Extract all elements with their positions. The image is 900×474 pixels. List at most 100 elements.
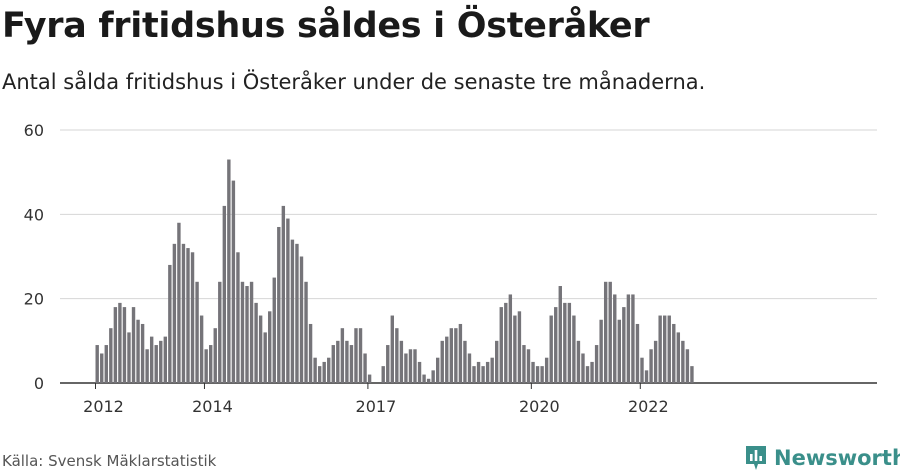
bar [422,374,426,383]
value-annotation: 4 [698,110,709,115]
bar [549,315,553,383]
bar [681,340,685,383]
bar [540,366,544,383]
bar [608,281,612,383]
bar [345,340,349,383]
bars [95,159,694,383]
bar [236,252,240,383]
bar [504,302,508,383]
chart-subtitle: Antal sålda fritidshus i Österåker under… [2,70,706,94]
bar [658,315,662,383]
newsworthy-logo-icon [746,446,766,470]
bar [199,315,204,383]
bar [122,307,127,383]
bar [195,281,199,383]
bar [277,226,281,383]
bar [572,315,576,383]
bar [449,328,454,383]
bar [100,353,104,383]
bar [245,286,249,383]
bar [495,340,499,383]
bar [463,340,467,383]
bar [454,328,458,383]
bar [222,205,227,383]
bar [218,281,222,383]
bar [118,302,122,383]
bar [485,361,490,383]
bar [481,366,485,383]
bar [576,340,581,383]
x-tick-label: 2012 [83,397,124,416]
bar [145,349,149,383]
bar [685,349,690,383]
bar [417,361,422,383]
bar [95,345,99,383]
bar [186,248,190,383]
bar [476,361,481,383]
bar [154,345,158,383]
bar [327,357,331,383]
bar [590,361,594,383]
bar [113,307,118,383]
bar [190,252,195,383]
bar [209,345,213,383]
bar [127,332,131,383]
chart-title: Fyra fritidshus såldes i Österåker [2,6,650,46]
bar [363,353,367,383]
bar-chart: 0 20 40 60 2012 2014 2017 2020 2022 4 [24,110,877,416]
y-tick-label: 40 [24,205,44,224]
bar [213,328,217,383]
bar [254,302,258,383]
bar [313,357,317,383]
bar [613,294,617,383]
bar [227,159,231,383]
bar [517,311,522,383]
bar [163,336,167,383]
bar [531,361,535,383]
bar [535,366,540,383]
bar [440,340,444,383]
bar [286,218,290,383]
bar [599,319,603,383]
bar [508,294,513,383]
bar [617,319,621,383]
bar [490,357,494,383]
bar [567,302,572,383]
bar [177,222,181,383]
bar [140,323,145,383]
bar [131,307,136,383]
bar [672,323,676,383]
y-tick-label: 60 [24,121,44,140]
bar [168,264,172,383]
bar [358,328,363,383]
bar [653,340,658,383]
bar [408,349,413,383]
bar [322,361,326,383]
bar [258,315,263,383]
bar [404,353,408,383]
bar [349,345,354,383]
bar [513,315,517,383]
bar [413,349,417,383]
bar [317,366,322,383]
bar [581,353,585,383]
y-tick-label: 0 [34,374,44,393]
bar [304,281,308,383]
bar [263,332,267,383]
bar [558,286,562,383]
bar [240,281,245,383]
bar [458,323,463,383]
bar [667,315,671,383]
bar [104,345,108,383]
bar [445,336,449,383]
bar [554,307,558,383]
bar [622,307,626,383]
bar [390,315,394,383]
bar [431,370,435,383]
source-note: Källa: Svensk Mäklarstatistik [2,452,217,470]
bar [295,243,299,383]
annotations: 4 [698,110,709,115]
x-tick-label: 2020 [519,397,560,416]
bar [299,256,304,383]
bar [436,357,440,383]
